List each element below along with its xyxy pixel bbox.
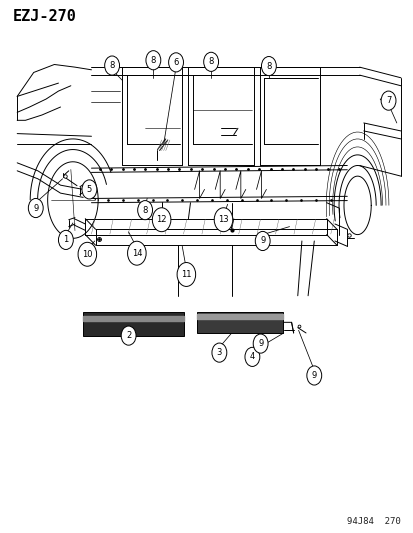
Text: 5: 5 (87, 185, 92, 194)
Circle shape (253, 334, 268, 353)
Text: 11: 11 (180, 270, 191, 279)
Circle shape (82, 180, 97, 199)
Circle shape (78, 243, 96, 266)
Circle shape (28, 198, 43, 217)
Text: 10: 10 (82, 250, 93, 259)
Text: 8: 8 (109, 61, 114, 70)
Text: 14: 14 (131, 249, 142, 258)
Polygon shape (83, 312, 184, 336)
Polygon shape (196, 314, 282, 319)
Text: 8: 8 (142, 206, 147, 215)
Text: 9: 9 (257, 339, 263, 348)
Circle shape (203, 52, 218, 71)
Text: 7: 7 (385, 96, 390, 105)
Text: 9: 9 (311, 371, 316, 380)
Circle shape (177, 263, 195, 286)
Polygon shape (196, 312, 282, 333)
Text: 6: 6 (173, 58, 178, 67)
Text: 4: 4 (249, 352, 254, 361)
Text: 1: 1 (63, 236, 68, 245)
Circle shape (127, 241, 146, 265)
Text: EZJ-270: EZJ-270 (13, 9, 77, 23)
Text: 12: 12 (156, 215, 166, 224)
Text: 3: 3 (216, 348, 221, 357)
Circle shape (211, 343, 226, 362)
Circle shape (145, 51, 160, 70)
Circle shape (138, 200, 152, 220)
Circle shape (152, 208, 171, 232)
Circle shape (214, 208, 232, 232)
Text: 2: 2 (126, 331, 131, 340)
Circle shape (121, 326, 136, 345)
Circle shape (58, 230, 73, 249)
Circle shape (168, 53, 183, 72)
Text: 8: 8 (208, 58, 213, 66)
Circle shape (255, 231, 269, 251)
Circle shape (306, 366, 321, 385)
Text: 13: 13 (218, 215, 228, 224)
Text: 94J84  270: 94J84 270 (347, 517, 400, 526)
Text: 8: 8 (150, 56, 156, 64)
Polygon shape (83, 316, 184, 321)
Text: 9: 9 (259, 237, 265, 246)
Text: 8: 8 (266, 62, 271, 70)
Circle shape (261, 56, 275, 76)
Circle shape (380, 91, 395, 110)
Circle shape (104, 56, 119, 75)
Text: 9: 9 (33, 204, 38, 213)
Circle shape (244, 348, 259, 367)
